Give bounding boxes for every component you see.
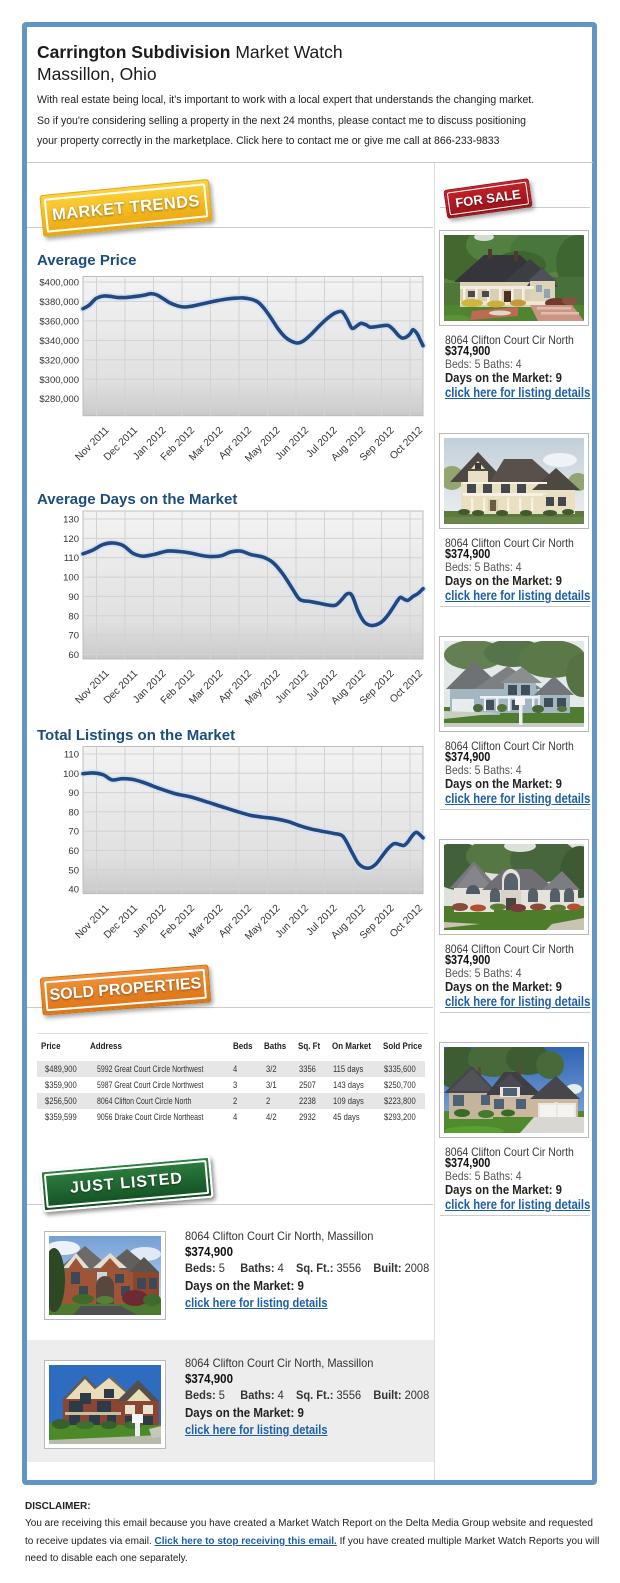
- svg-text:60: 60: [68, 846, 79, 857]
- svg-text:$320,000: $320,000: [39, 355, 79, 366]
- svg-text:60: 60: [68, 650, 79, 661]
- svg-text:80: 80: [68, 807, 79, 818]
- svg-text:100: 100: [63, 769, 79, 780]
- svg-text:130: 130: [63, 515, 79, 526]
- svg-text:90: 90: [68, 592, 79, 603]
- svg-text:$340,000: $340,000: [39, 336, 79, 347]
- svg-text:90: 90: [68, 788, 79, 799]
- svg-text:120: 120: [63, 534, 79, 545]
- svg-text:100: 100: [63, 573, 79, 584]
- svg-text:110: 110: [64, 553, 79, 564]
- svg-text:$300,000: $300,000: [39, 375, 79, 386]
- svg-text:50: 50: [68, 865, 79, 876]
- svg-text:70: 70: [68, 827, 79, 838]
- svg-text:70: 70: [68, 631, 79, 642]
- svg-text:$400,000: $400,000: [39, 278, 79, 289]
- svg-text:$360,000: $360,000: [39, 316, 79, 327]
- svg-text:$280,000: $280,000: [39, 394, 79, 405]
- svg-text:$380,000: $380,000: [39, 297, 79, 308]
- svg-text:40: 40: [68, 885, 79, 896]
- svg-text:80: 80: [68, 611, 79, 622]
- svg-text:110: 110: [64, 750, 79, 761]
